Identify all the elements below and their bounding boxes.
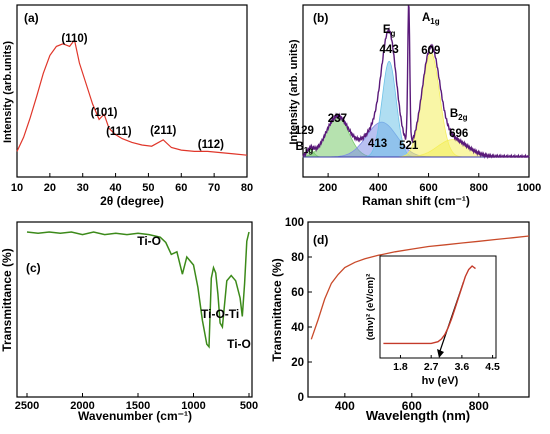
inset-arrow-head: [437, 349, 444, 358]
panel-d-inset: 1.8 2.7 3.6 4.5 (αhν)² (eV/cm)² hν (eV): [365, 255, 500, 387]
panel-c-x-tick-label: 2000: [70, 400, 94, 412]
panel-b-mode-label: A1g: [422, 12, 440, 26]
panel-a-x-tick-label: 80: [241, 182, 253, 194]
inset-x-tick-label: 3.6: [455, 361, 470, 373]
panel-c: (c) 2500 2000 1500 1000 500 Ti-OTi-O-TiTi-O …: [0, 221, 258, 423]
mode-symbol: A: [422, 12, 430, 24]
panel-c-band-label: Ti-O: [227, 337, 251, 351]
panel-a-label: (a): [24, 11, 39, 25]
panel-d-y-tick-label: 40: [291, 322, 304, 334]
panel-a-x-tick-label: 30: [77, 182, 89, 194]
panel-b-mode-label: B1g: [295, 141, 313, 155]
panel-d-label: (d): [313, 233, 328, 247]
panel-b-mode-label: B2g: [450, 108, 468, 122]
panel-d-frame: [307, 221, 530, 398]
inset-x-tick-label: 1.8: [393, 361, 408, 373]
panel-a: (a) 10 20 30 40 50 60 70 80 (110) (101) (111) (211…: [2, 4, 253, 208]
panel-d-y-tick-label: 100: [285, 217, 304, 229]
panel-d-y-tick-label: 80: [291, 252, 304, 264]
panel-c-x-tick-label: 1500: [126, 400, 150, 412]
panel-d-transmittance-curve: [310, 235, 530, 340]
panel-a-x-tick-label: 50: [142, 182, 154, 194]
panel-b-peak-value: 413: [368, 138, 387, 150]
panel-a-x-tick-label: 10: [11, 182, 23, 194]
panel-a-x-tick-label: 60: [175, 182, 187, 194]
panel-b-x-tick-label: 200: [319, 182, 337, 194]
panel-b-raman-curve: [302, 5, 530, 160]
panel-c-y-axis-label: Transmittance (%): [0, 248, 14, 351]
panel-b-x-tick-label: 1000: [517, 182, 541, 194]
panel-c-band-label: Ti-O-Ti: [201, 307, 239, 321]
panel-b-peak-value: 521: [399, 140, 419, 152]
panel-d-y-axis-label: Transmittance (%): [270, 258, 284, 361]
panel-b-peak-value: 237: [328, 113, 347, 125]
mode-symbol: E: [383, 24, 391, 36]
mode-subscript: g: [391, 29, 396, 38]
panel-d-y-tick-label: 0: [298, 392, 304, 404]
panel-a-peak-label: (211): [150, 125, 176, 137]
inset-tauc-curve: [383, 265, 476, 345]
panel-a-x-tick-label: 40: [109, 182, 121, 194]
inset-x-axis-label: hν (eV): [422, 375, 459, 387]
panel-c-frame: [16, 221, 253, 398]
panel-d-y-tick-label: 20: [291, 357, 304, 369]
panel-a-x-axis-label: 2θ (degree): [100, 194, 164, 208]
panel-c-x-axis-label: Wavenumber (cm⁻¹): [78, 409, 192, 423]
inset-x-tick-label: 2.7: [424, 361, 439, 373]
panel-b-label: (b): [313, 11, 328, 25]
inset-x-tick-label: 4.5: [485, 361, 500, 373]
panel-a-frame: [16, 4, 248, 178]
panel-b-peak-value: 696: [449, 128, 468, 140]
panel-c-x-tick-label: 500: [240, 400, 258, 412]
panel-c-band-label: Ti-O: [137, 234, 161, 248]
panel-a-peak-label: (101): [91, 107, 118, 119]
panel-d-x-axis-label: Wavelength (nm): [366, 408, 470, 423]
mode-symbol: B: [450, 108, 458, 120]
panel-b-peak-value: 129: [295, 125, 314, 137]
panel-b-peak-value: 609: [421, 45, 440, 57]
panel-a-xrd-curve: [16, 38, 248, 156]
panel-a-y-axis-label: Intensity (arb.units): [2, 41, 14, 143]
inset-y-axis-label: (αhν)² (eV/cm)²: [365, 274, 376, 341]
panel-b-mode-label: Eg: [383, 24, 396, 38]
panel-c-x-tick-label: 1000: [181, 400, 205, 412]
panel-b-y-axis-label: Intensity (arb. units): [288, 39, 300, 144]
panel-b-x-tick-label: 600: [419, 182, 437, 194]
panel-a-peak-label: (111): [106, 126, 132, 138]
panel-a-peak-label: (110): [61, 33, 87, 45]
panel-a-peak-label: (112): [198, 139, 224, 151]
panel-b: (b) 200 400 600 800 1000 B1g129237413Eg44352…: [288, 4, 541, 208]
panel-d-y-tick-label: 60: [291, 287, 304, 299]
panel-b-x-tick-label: 400: [369, 182, 387, 194]
panel-d: (d) 400 600 800 0 20 40 60 80 100 Transmittance …: [270, 217, 530, 423]
panel-d-x-tick-label: 400: [335, 399, 355, 413]
panel-c-x-tick-label: 2500: [15, 400, 39, 412]
mode-subscript: 2g: [458, 113, 467, 122]
panel-d-x-tick-label: 800: [469, 399, 489, 413]
mode-subscript: 1g: [430, 17, 439, 26]
panel-a-x-tick-label: 70: [208, 182, 220, 194]
mode-subscript: 1g: [304, 146, 313, 155]
panel-b-x-axis-label: Raman shift (cm⁻¹): [362, 194, 470, 208]
panel-c-label: (c): [26, 261, 41, 275]
panel-a-x-tick-label: 20: [44, 182, 56, 194]
panel-b-frame: [302, 4, 530, 178]
panel-c-ftir-curve: [26, 231, 250, 349]
panel-b-peak-value: 443: [380, 44, 399, 56]
panel-d-x-tick-label: 600: [402, 399, 422, 413]
mode-symbol: B: [295, 141, 303, 153]
panel-b-x-tick-label: 800: [470, 182, 488, 194]
